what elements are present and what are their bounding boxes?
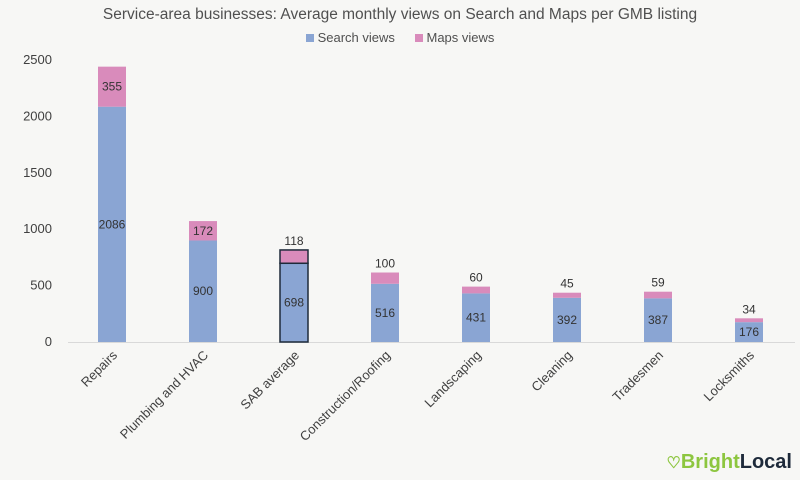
y-tick-label: 500: [30, 278, 52, 293]
data-label-maps: 59: [651, 276, 665, 290]
data-label-search: 698: [284, 296, 304, 310]
data-label-search: 176: [739, 325, 759, 339]
data-label-search: 431: [466, 311, 486, 325]
y-tick-label: 1000: [23, 221, 52, 236]
map-pin-heart-icon: ♡: [666, 455, 681, 472]
bar-maps-views: [644, 291, 672, 299]
data-label-maps: 34: [742, 302, 756, 316]
data-label-maps: 60: [469, 271, 483, 285]
data-label-maps: 45: [560, 277, 574, 291]
y-tick-label: 0: [45, 334, 52, 349]
x-tick-label: Construction/Roofing: [297, 348, 393, 444]
bar-search-views: [189, 240, 217, 342]
legend-item-search: Search views: [305, 30, 395, 45]
x-tick-label: Repairs: [78, 347, 121, 390]
legend-item-maps: Maps views: [414, 30, 495, 45]
logo-text-local: Local: [739, 451, 792, 473]
y-tick-label: 1500: [23, 165, 52, 180]
y-tick-label: 2000: [23, 108, 52, 123]
data-label-maps: 118: [284, 234, 303, 248]
x-tick-label: Locksmiths: [701, 347, 758, 404]
y-tick-label: 2500: [23, 52, 52, 67]
data-label-maps: 172: [193, 224, 213, 238]
bar-maps-views: [279, 249, 309, 265]
bar-search-views: [98, 106, 126, 342]
bar-search-views: [644, 298, 672, 342]
x-tick-label: Landscaping: [421, 348, 484, 411]
bar-search-views: [735, 322, 763, 342]
bar-search-views: [371, 283, 399, 342]
data-label-search: 2086: [99, 217, 126, 231]
legend-label: Search views: [317, 30, 395, 45]
x-tick-label: Cleaning: [528, 348, 575, 395]
data-label-maps: 100: [375, 257, 395, 271]
bar-search-views: [553, 297, 581, 342]
legend: Search views Maps views: [0, 30, 800, 45]
brightlocal-logo: ♡BrightLocal: [667, 451, 792, 474]
bar-maps-views: [98, 66, 126, 107]
bar-maps-views: [462, 286, 490, 294]
data-label-search: 387: [648, 313, 668, 327]
chart-title: Service-area businesses: Average monthly…: [102, 6, 698, 23]
bar-maps-views: [189, 221, 217, 241]
legend-swatch: [305, 34, 314, 42]
data-label-search: 900: [193, 284, 213, 298]
bar-search-views: [462, 293, 490, 342]
x-tick-label: SAB average: [237, 348, 302, 413]
data-label-maps: 355: [102, 80, 122, 94]
data-label-search: 392: [557, 313, 577, 327]
x-tick-label: Plumbing and HVAC: [117, 348, 211, 442]
legend-label: Maps views: [426, 30, 495, 45]
data-label-search: 516: [375, 306, 395, 320]
logo-text-bright: Bright: [680, 451, 740, 473]
bar-maps-views: [371, 272, 399, 284]
x-tick-label: Tradesmen: [609, 348, 666, 405]
bar-maps-views: [735, 318, 763, 323]
legend-swatch: [414, 34, 423, 42]
bar-maps-views: [553, 292, 581, 298]
